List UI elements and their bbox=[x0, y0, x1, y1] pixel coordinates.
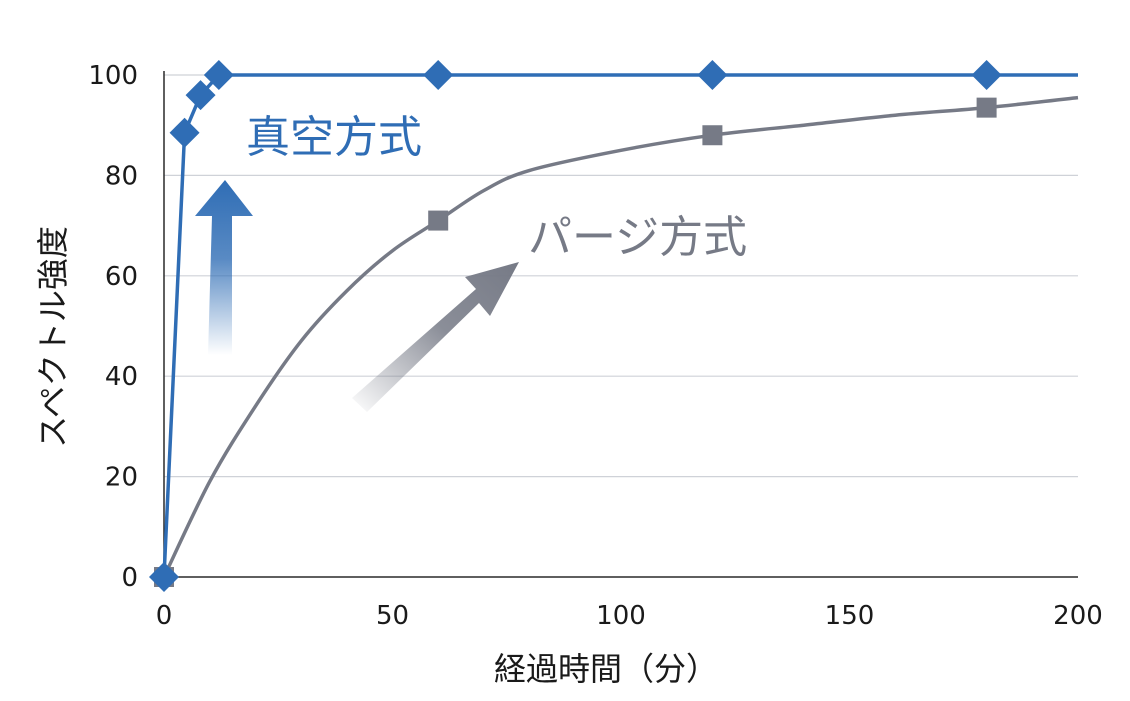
series-label-vacuum: 真空方式 bbox=[246, 112, 422, 163]
x-tick-label-50: 50 bbox=[376, 601, 409, 631]
y-tick-label-40: 40 bbox=[105, 362, 138, 392]
axes bbox=[163, 71, 1078, 578]
y-tick-label-100: 100 bbox=[88, 61, 138, 91]
y-tick-label-20: 20 bbox=[105, 463, 138, 493]
x-axis-title: 経過時間（分） bbox=[494, 650, 718, 688]
purge-marker-1 bbox=[428, 210, 449, 231]
vacuum-marker-0 bbox=[149, 562, 179, 592]
series-layer bbox=[149, 60, 1079, 592]
y-axis-title: スペクトル強度 bbox=[34, 226, 72, 448]
vacuum-marker-2 bbox=[185, 80, 216, 111]
x-tick-label-200: 200 bbox=[1053, 601, 1103, 631]
y-tick-label-80: 80 bbox=[105, 161, 138, 191]
vacuum-marker-5 bbox=[697, 60, 728, 90]
vacuum-marker-1 bbox=[169, 117, 200, 148]
x-tick-labels: 0 50 100 150 200 bbox=[156, 601, 1103, 631]
series-label-purge: パージ方式 bbox=[528, 212, 747, 263]
vacuum-marker-4 bbox=[423, 60, 454, 90]
vacuum-arrow-icon bbox=[195, 180, 253, 355]
x-tick-label-0: 0 bbox=[156, 601, 173, 631]
vacuum-marker-3 bbox=[203, 60, 234, 90]
vacuum-marker-6 bbox=[971, 60, 1002, 90]
purge-arrow-icon bbox=[352, 262, 519, 412]
purge-marker-3 bbox=[976, 97, 997, 118]
series-line-purge bbox=[162, 95, 1079, 578]
purge-marker-2 bbox=[702, 125, 723, 146]
y-tick-label-60: 60 bbox=[105, 262, 138, 292]
x-tick-label-150: 150 bbox=[825, 601, 875, 631]
y-tick-labels: 0 20 40 60 80 100 bbox=[88, 61, 138, 593]
y-tick-label-0: 0 bbox=[121, 563, 138, 593]
x-tick-label-100: 100 bbox=[596, 601, 646, 631]
